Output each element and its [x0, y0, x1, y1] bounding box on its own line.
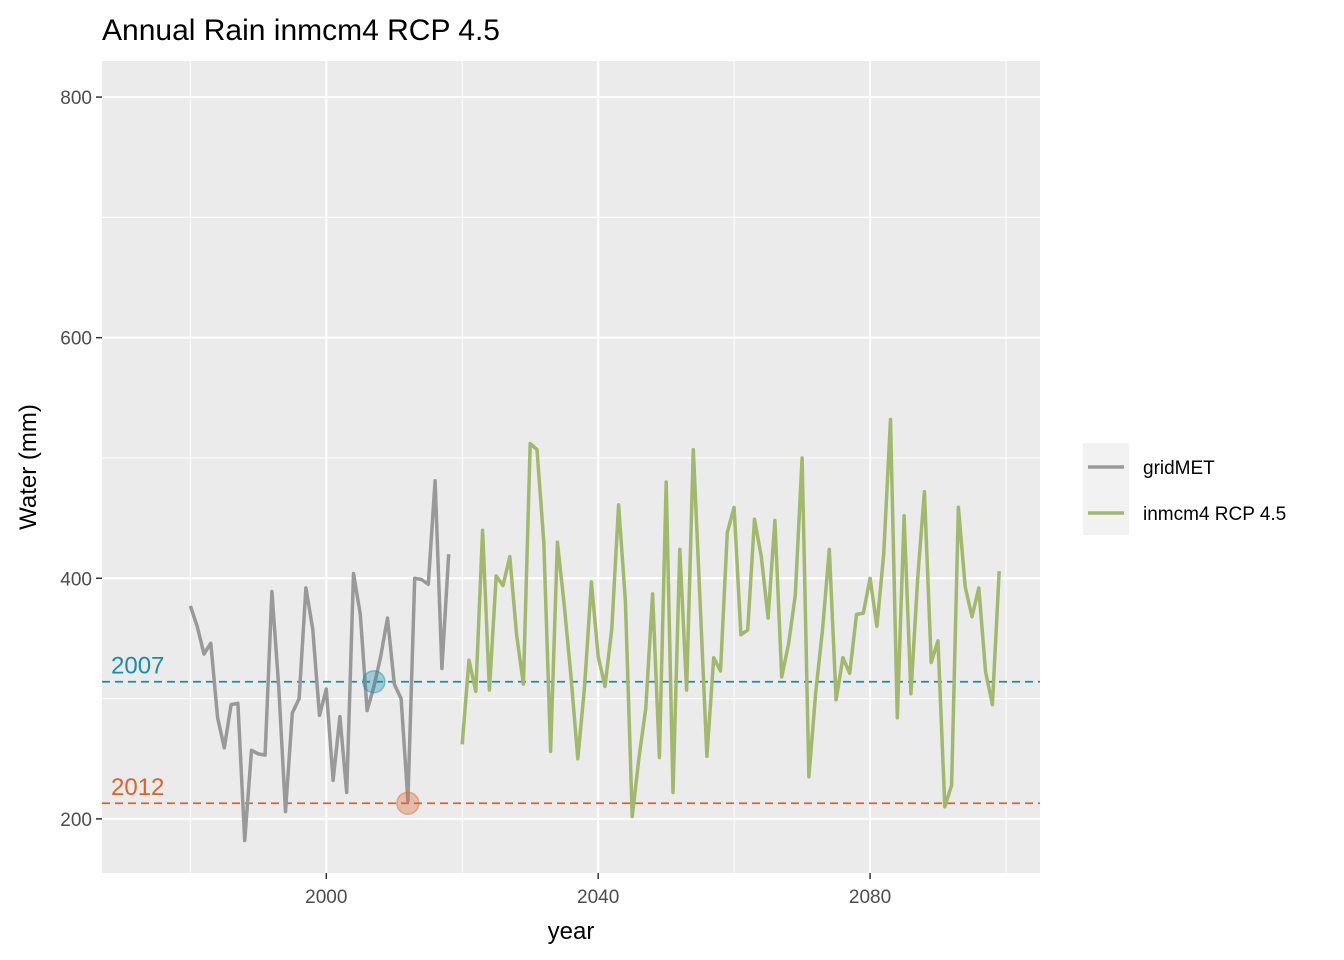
x-axis-title: year: [548, 918, 595, 945]
y-tick-label: 600: [60, 329, 92, 350]
axes: 200 400 600 800 2000 2040 2080: [60, 88, 891, 908]
y-tick-label: 800: [60, 88, 92, 109]
legend: gridMET inmcm4 RCP 4.5: [1083, 443, 1286, 535]
x-tick-label: 2040: [577, 887, 619, 908]
reference-label-2012: 2012: [111, 774, 164, 801]
series-line-gridmet: [188, 479, 451, 843]
legend-background: [1083, 443, 1129, 535]
plot-panel: [102, 61, 1040, 873]
series-lines: [188, 417, 1001, 843]
highlight-point-2012: [396, 791, 420, 815]
reference-label-2007: 2007: [111, 653, 164, 680]
x-tick-label: 2080: [849, 887, 891, 908]
y-tick-label: 200: [60, 810, 92, 831]
highlight-points: [362, 669, 420, 815]
x-tick-label: 2000: [305, 887, 347, 908]
y-tick-label: 400: [60, 569, 92, 590]
series-line-inmcm4-rcp-4-5: [460, 417, 1001, 819]
y-axis-title: Water (mm): [15, 404, 42, 530]
chart-title: Annual Rain inmcm4 RCP 4.5: [102, 14, 500, 47]
grid-lines: [102, 61, 1040, 873]
legend-label: gridMET: [1143, 458, 1215, 479]
highlight-point-2007: [362, 669, 386, 694]
legend-label: inmcm4 RCP 4.5: [1143, 504, 1286, 525]
